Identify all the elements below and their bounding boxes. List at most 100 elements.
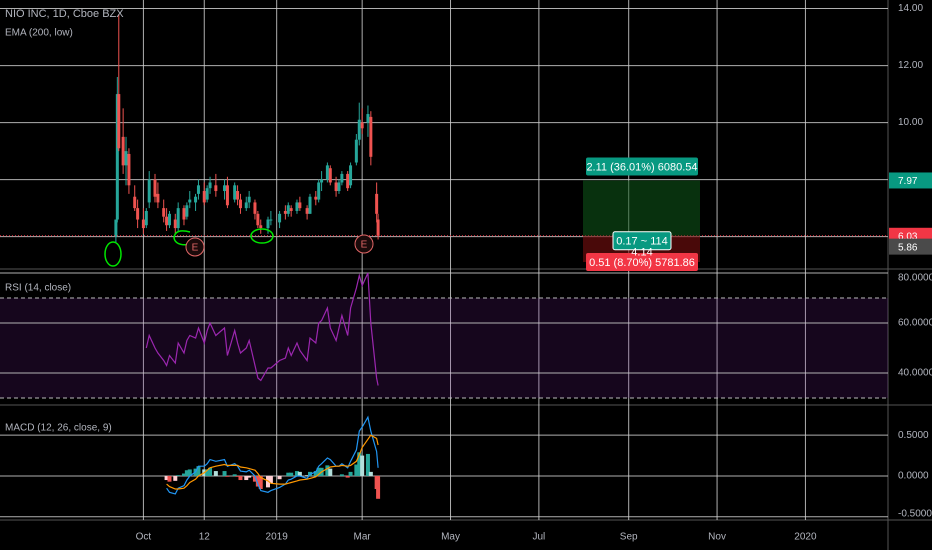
candle-body xyxy=(127,153,131,186)
candle-body xyxy=(340,173,344,183)
x-tick-label: Jul xyxy=(532,532,545,543)
candle-body xyxy=(286,205,290,214)
macd-histogram-bar xyxy=(277,475,282,480)
candle-body xyxy=(202,191,206,203)
candle-body xyxy=(244,202,248,209)
x-tick-label: Nov xyxy=(708,532,726,543)
candle-body xyxy=(205,188,209,200)
candle-body xyxy=(156,193,160,203)
macd-histogram-bar xyxy=(354,464,359,476)
y-tick-label: -0.5000 xyxy=(898,509,932,520)
position-qty: 4.14 xyxy=(631,247,652,259)
x-tick-label: May xyxy=(441,532,460,543)
candle-body xyxy=(182,208,186,220)
x-tick-label: 2020 xyxy=(794,532,817,543)
annotation-circle xyxy=(104,241,122,267)
candle-body xyxy=(144,210,148,226)
candle-body xyxy=(337,182,341,192)
position-label: 2.11 (36.01%) 6080.54 xyxy=(586,161,697,173)
candle-body xyxy=(114,219,118,237)
macd-histogram-bar xyxy=(357,452,362,476)
rsi-title: RSI (14, close) xyxy=(5,283,71,294)
price-label-box xyxy=(889,238,932,255)
macd-histogram-bar xyxy=(258,475,263,490)
candle-body xyxy=(121,136,125,166)
position-label: 0.51 (8.70%) 5781.86 xyxy=(589,257,695,269)
candle-body xyxy=(320,179,324,183)
macd-histogram-bar xyxy=(176,475,181,476)
candle-body xyxy=(233,185,237,200)
event-marker xyxy=(185,237,205,257)
macd-histogram-bar xyxy=(365,453,370,476)
macd-histogram-bar xyxy=(181,473,186,476)
macd-histogram-bar xyxy=(222,471,227,476)
position-label-box xyxy=(586,157,698,176)
candle-body xyxy=(117,94,121,149)
macd-histogram-bar xyxy=(184,470,189,476)
indicator-label: EMA (200, low) xyxy=(5,28,73,39)
position-label-box xyxy=(612,231,672,251)
candle-body xyxy=(162,208,166,217)
macd-histogram-bar xyxy=(268,475,273,484)
candle-body xyxy=(298,202,302,209)
candle-body xyxy=(346,173,350,189)
candle-body xyxy=(176,208,180,229)
y-tick-label: 10.00 xyxy=(898,117,923,128)
macd-histogram-bar xyxy=(376,475,381,499)
macd-histogram-bar xyxy=(294,471,299,476)
y-tick-label: 40.0000 xyxy=(898,368,932,379)
candle-body xyxy=(236,191,240,200)
macd-histogram-bar xyxy=(255,475,260,487)
signal-line xyxy=(166,434,379,490)
candle-body xyxy=(325,165,329,180)
candle-body xyxy=(308,196,312,214)
candle-body xyxy=(173,219,177,229)
macd-histogram-bar xyxy=(208,467,213,476)
candle-body xyxy=(360,122,364,129)
candle-body xyxy=(328,168,332,183)
candle-body xyxy=(185,205,189,217)
candle-body xyxy=(317,182,321,200)
macd-histogram-bar xyxy=(313,471,318,476)
x-tick-label: 2019 xyxy=(266,532,289,543)
candle-body xyxy=(256,213,260,226)
y-tick-label: 0.0000 xyxy=(898,471,929,482)
position-label-box xyxy=(586,253,698,271)
price-label: 6.03 xyxy=(898,231,918,242)
candle-body xyxy=(278,213,282,223)
candle-body xyxy=(269,219,273,221)
macd-histogram-bar xyxy=(235,475,240,477)
event-label: E xyxy=(361,240,368,251)
y-tick-label: 12.00 xyxy=(898,60,923,71)
macd-histogram-bar xyxy=(164,475,169,481)
candle-body xyxy=(334,182,338,192)
macd-line xyxy=(166,415,379,495)
candle-body xyxy=(357,119,361,140)
macd-histogram-bar xyxy=(289,472,294,476)
macd-histogram-bar xyxy=(196,466,201,476)
candle-body xyxy=(115,94,119,220)
x-tick-label: Sep xyxy=(620,532,638,543)
macd-histogram-bar xyxy=(232,474,237,476)
candle-body xyxy=(124,151,128,166)
candle-body xyxy=(369,116,373,157)
chart-title: NIO INC, 1D, Cboe BZX xyxy=(5,8,124,20)
target-zone xyxy=(583,180,700,236)
macd-histogram-bar xyxy=(213,471,218,476)
event-label: E xyxy=(192,243,199,254)
candle-body xyxy=(214,185,218,192)
macd-histogram-bar xyxy=(345,475,350,478)
candle-body xyxy=(141,219,145,229)
macd-histogram-bar xyxy=(173,475,178,481)
candle-body xyxy=(295,202,299,211)
candle-body xyxy=(266,219,270,229)
candle-body xyxy=(247,196,251,203)
annotation-circle xyxy=(173,230,193,246)
candle-body xyxy=(259,225,263,229)
candle-body xyxy=(147,179,151,203)
annotation-circle xyxy=(250,228,274,244)
candle-body xyxy=(188,199,192,203)
candle-body xyxy=(194,196,198,203)
